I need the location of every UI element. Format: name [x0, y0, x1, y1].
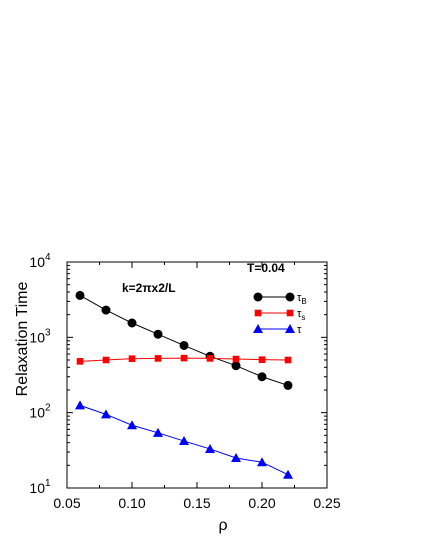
data-point [153, 329, 163, 339]
legend-entry: τs [254, 308, 305, 322]
data-point [257, 457, 267, 467]
data-point [257, 372, 267, 382]
series-square [76, 354, 292, 365]
data-point [258, 356, 266, 363]
legend-marker [286, 309, 294, 317]
data-point [154, 355, 162, 362]
data-point [75, 400, 85, 410]
data-point [284, 356, 292, 364]
legend-title: T=0.04 [247, 261, 285, 275]
data-point [206, 355, 214, 362]
data-point [128, 355, 136, 363]
data-point [179, 340, 189, 350]
x-axis-title: ρ [218, 517, 227, 534]
data-point [101, 409, 111, 419]
data-point [127, 420, 137, 430]
legend-entry: τB [253, 292, 307, 306]
legend-marker [285, 292, 295, 302]
y-tick-label: 103 [29, 327, 51, 345]
x-tick-label: 0.20 [248, 495, 275, 511]
data-point [283, 380, 293, 390]
x-tick-label: 0.10 [118, 495, 145, 511]
legend-entry: τ [253, 324, 302, 336]
data-point [101, 305, 111, 315]
data-point [232, 355, 240, 363]
x-tick-label: 0.05 [53, 495, 80, 511]
y-axis-title: Relaxation Time [14, 282, 31, 397]
condition-annotation: k=2πx2/L [122, 281, 176, 295]
x-tick-label: 0.25 [313, 495, 340, 511]
series-triangle [75, 400, 293, 479]
y-tick-label: 102 [29, 403, 51, 421]
x-tick-label: 0.15 [183, 495, 210, 511]
series-layer [75, 290, 293, 479]
series-circle [75, 290, 293, 390]
data-point [179, 436, 189, 446]
axes-layer: 0.05 0.10 0.15 0.20 0.25 101 102 103 104 [29, 252, 340, 511]
data-point [205, 443, 215, 453]
data-point [127, 318, 137, 328]
data-point [180, 354, 188, 362]
data-point [153, 427, 163, 437]
data-point [75, 290, 85, 300]
legend-label: τs [297, 308, 305, 322]
legend-label: τ [297, 324, 302, 336]
data-point [76, 358, 84, 365]
data-point [102, 356, 110, 364]
legend-marker [254, 309, 262, 317]
legend-marker [285, 324, 295, 333]
y-tick-label: 101 [29, 478, 51, 496]
data-point [231, 361, 241, 371]
y-tick-label: 104 [29, 252, 51, 270]
legend: τB τs τ [253, 292, 307, 336]
legend-marker [253, 292, 263, 302]
data-point [231, 453, 241, 463]
data-point [283, 469, 293, 479]
legend-label: τB [297, 292, 307, 306]
series-line [79, 294, 289, 386]
legend-marker [253, 324, 263, 333]
